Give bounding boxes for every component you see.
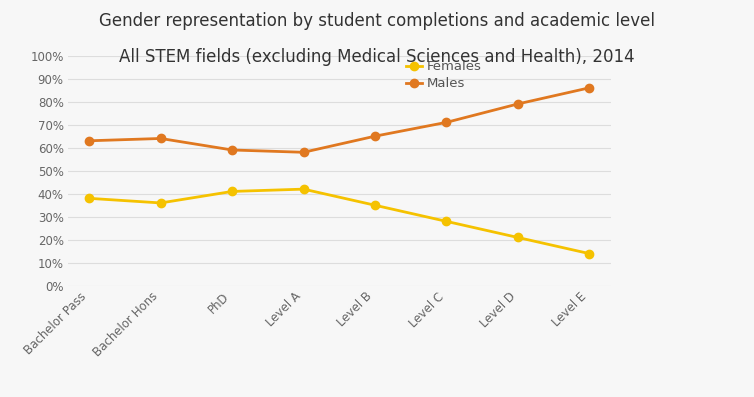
Text: Gender representation by student completions and academic level: Gender representation by student complet… — [99, 12, 655, 30]
Legend: Females, Males: Females, Males — [403, 58, 485, 93]
Text: All STEM fields (excluding Medical Sciences and Health), 2014: All STEM fields (excluding Medical Scien… — [119, 48, 635, 66]
